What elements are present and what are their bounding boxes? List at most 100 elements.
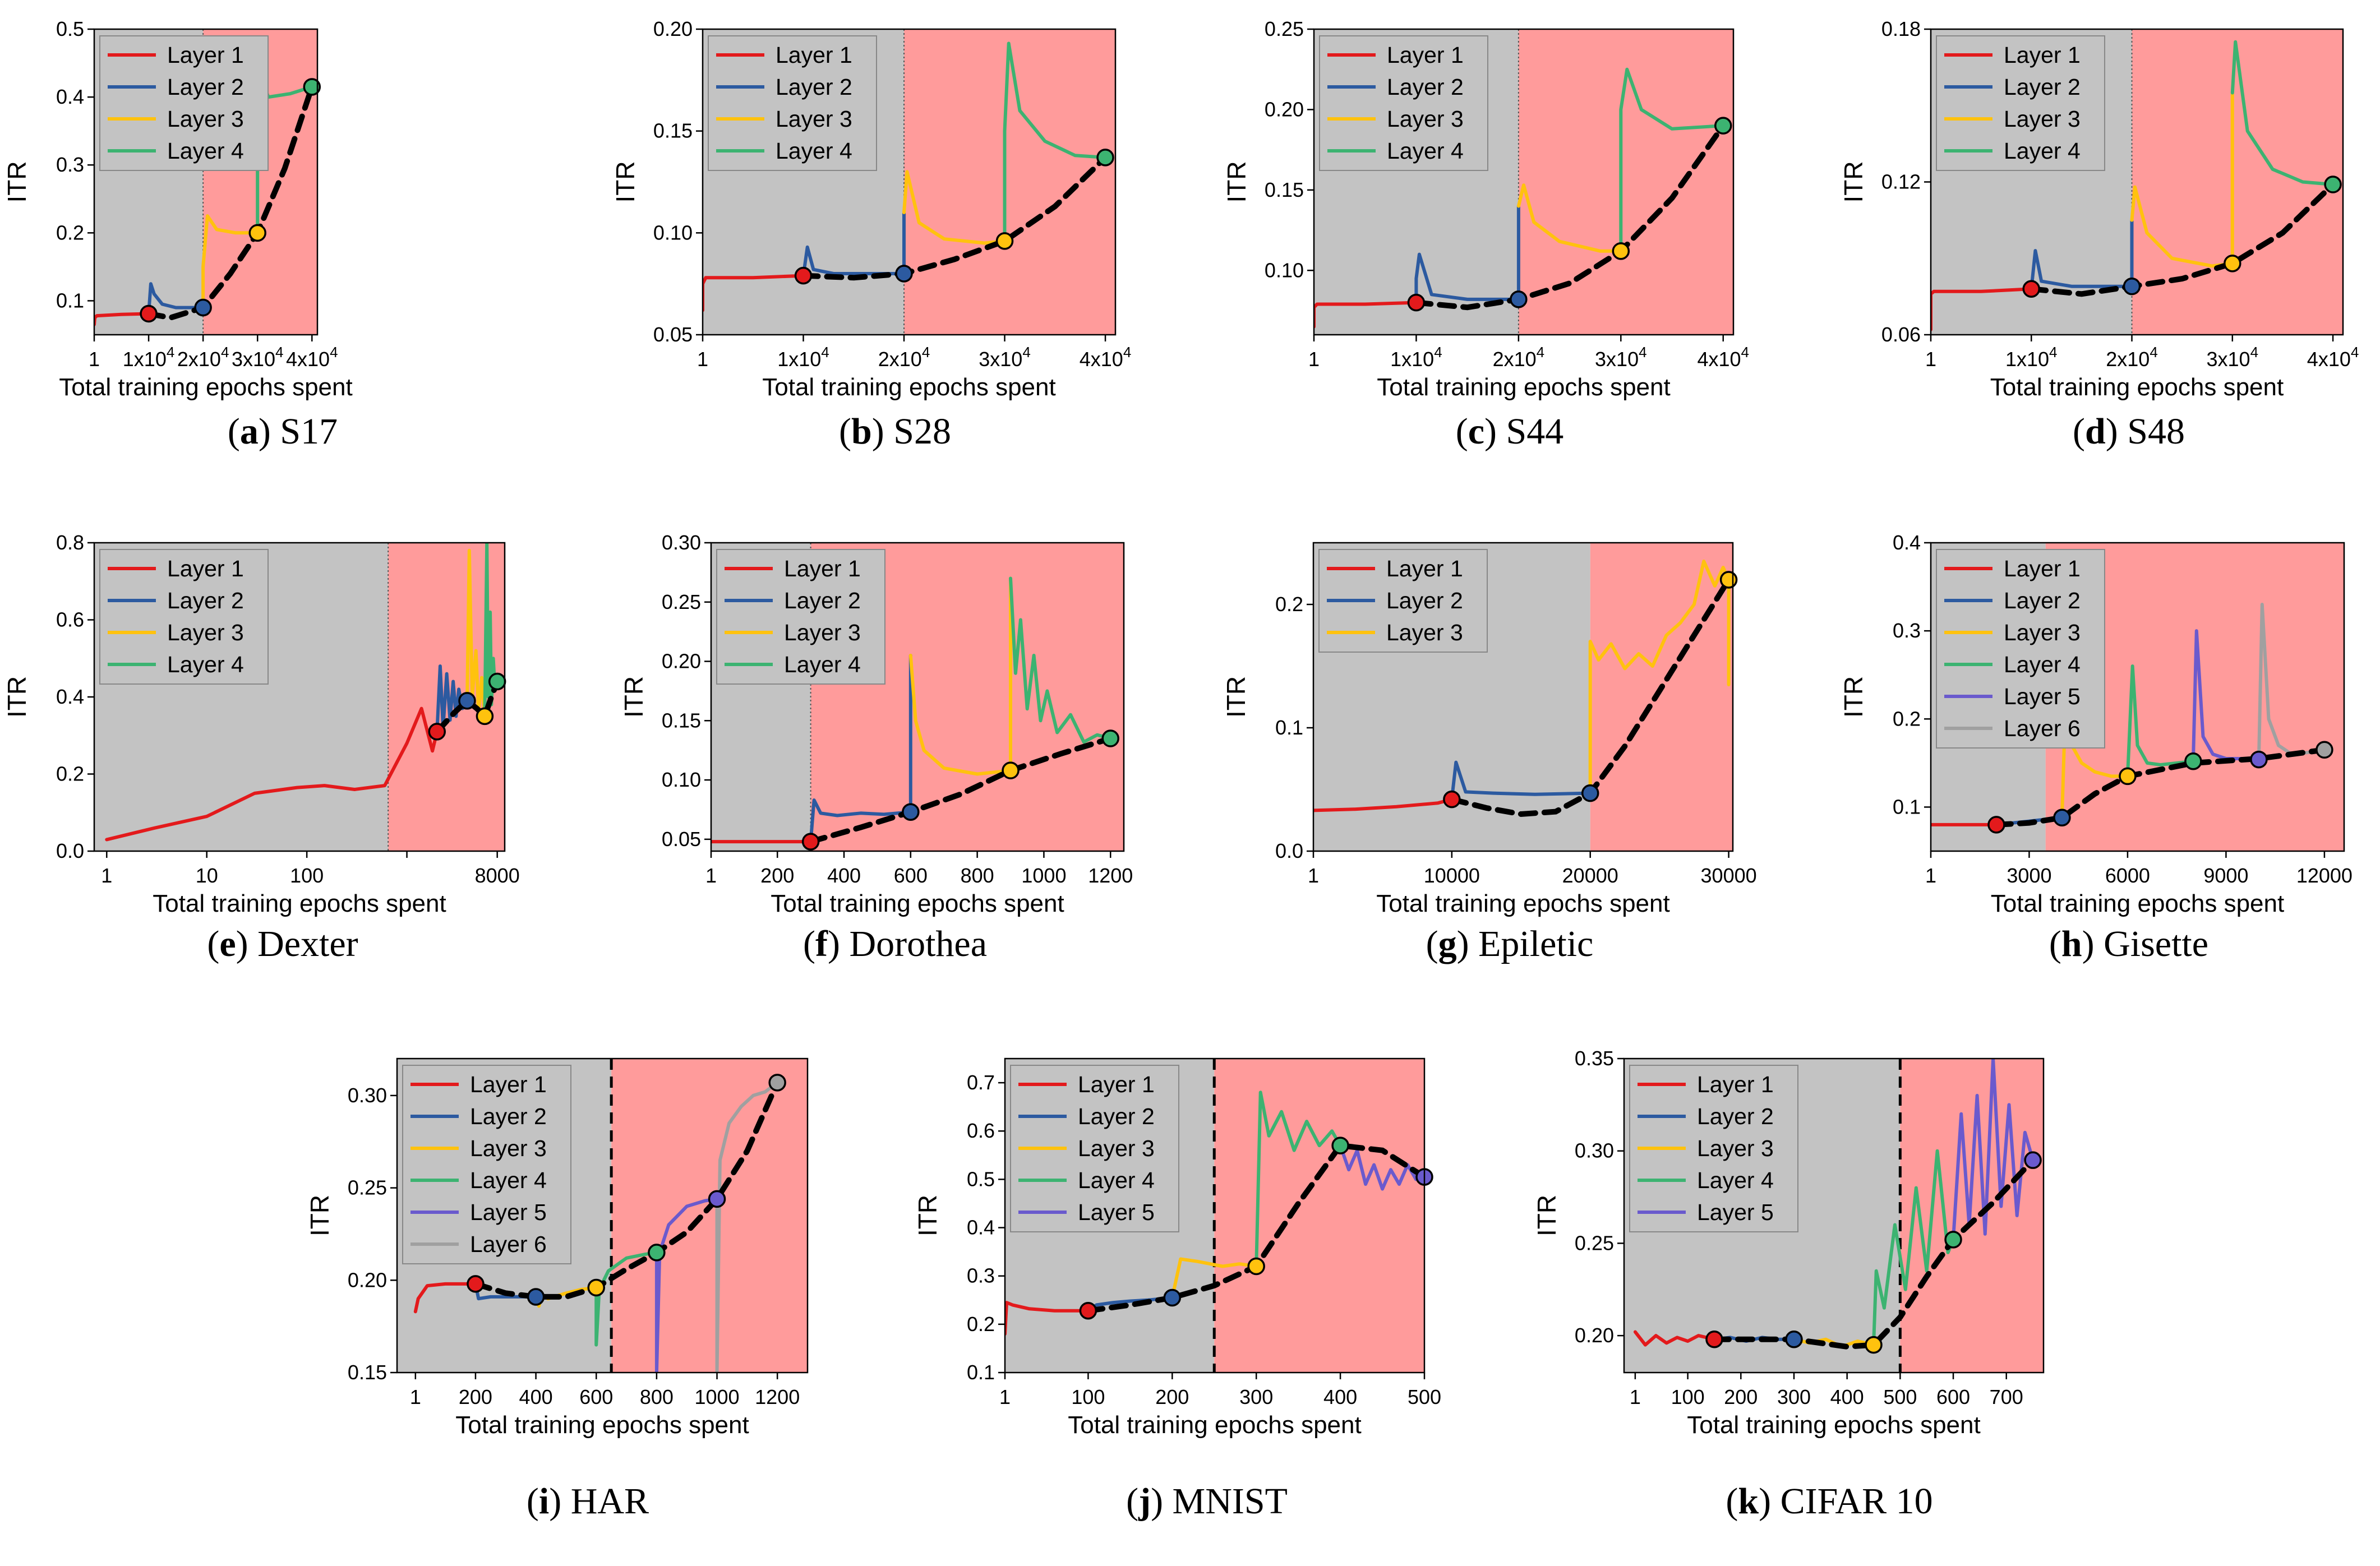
x-axis-label: Total training epochs spent	[1377, 373, 1670, 401]
x-axis-label: Total training epochs spent	[1687, 1411, 1980, 1439]
y-tick-label: 0.1	[1275, 716, 1303, 739]
caption-name: CIFAR 10	[1780, 1481, 1933, 1522]
legend-box	[716, 549, 885, 685]
y-tick-label: 0.18	[1881, 17, 1921, 40]
x-tick-label: 2x104	[1493, 344, 1545, 371]
y-tick-label: 0.0	[1275, 839, 1303, 862]
series-layer-1	[1314, 301, 1418, 329]
y-tick-label: 0.2	[56, 221, 84, 244]
y-axis-label: ITR	[1532, 1195, 1561, 1236]
x-tick-label: 700	[1990, 1385, 2023, 1408]
marker-layer-1	[1705, 1330, 1723, 1348]
caption-letter: a	[239, 411, 259, 452]
series-layer-1	[105, 706, 439, 842]
marker-layer-3	[1247, 1257, 1265, 1276]
caption-name: Gisette	[2104, 923, 2209, 964]
x-tick-label: 600	[579, 1385, 613, 1408]
caption-letter: d	[2085, 411, 2106, 452]
marker-layer-1	[1987, 816, 2005, 834]
series-layer-1	[1633, 1330, 1716, 1347]
y-tick-label: 0.20	[1575, 1324, 1614, 1347]
red-region	[611, 1059, 808, 1373]
legend-label: Layer 6	[2004, 715, 2081, 741]
y-tick-label: 0.2	[56, 763, 84, 786]
y-tick-label: 0.15	[662, 709, 701, 732]
series-layer-4	[1254, 1091, 1343, 1268]
legend-label: Layer 3	[167, 620, 244, 645]
caption-f: (f) Dorothea	[802, 923, 988, 964]
y-tick-label: 0.20	[653, 17, 693, 40]
y-axis-label: ITR	[611, 161, 640, 202]
chart-har: 0.150.200.250.301 200 400 600 800 1000 1200Tot…	[305, 1057, 809, 1439]
y-tick-label: 0.06	[1881, 323, 1921, 346]
x-tick-label: 6000	[2105, 864, 2150, 887]
marker-layer-3	[2224, 255, 2241, 272]
x-axis-label: Total training epochs spent	[455, 1411, 749, 1439]
x-tick-label: 10000	[1424, 864, 1480, 887]
marker-layer-2	[2053, 809, 2071, 827]
legend: Layer 1 Layer 2 Layer 3	[1318, 549, 1488, 653]
legend-label: Layer 1	[2004, 556, 2081, 581]
y-tick-label: 0.4	[56, 685, 84, 708]
y-tick-label: 0.20	[662, 650, 701, 673]
series-layer-1	[1931, 287, 2033, 331]
legend-label: Layer 5	[470, 1199, 547, 1225]
red-region	[904, 29, 1115, 335]
caption-g: (g) Epiletic	[1426, 923, 1594, 964]
marker-layer-2	[902, 803, 920, 821]
x-tick-label: 9000	[2203, 864, 2248, 887]
chart-dexter: 0.0 0.2 0.4 0.6 0.8 1 10 100 8000 Total training …	[2, 531, 520, 917]
caption-letter: b	[851, 411, 872, 452]
legend-label: Layer 4	[784, 652, 861, 677]
caption-name: S17	[280, 411, 338, 452]
series-layer-2	[2030, 218, 2134, 291]
series-layer-1	[413, 1282, 477, 1314]
legend-label: Layer 2	[167, 74, 244, 100]
caption-letter: h	[2061, 923, 2082, 964]
x-axis-label: Total training epochs spent	[1990, 373, 2284, 401]
y-tick-label: 0.4	[967, 1216, 995, 1239]
x-tick-label: 4x104	[286, 344, 338, 371]
x-tick-label: 100	[1071, 1385, 1105, 1408]
legend-box	[1936, 549, 2105, 749]
caption-letter: k	[1738, 1481, 1759, 1522]
legend-box	[99, 549, 269, 685]
legend: Layer 1 Layer 2 Layer 3 Layer 4 Layer 5 Layer…	[402, 1065, 571, 1264]
red-region	[1214, 1059, 1424, 1373]
caption-k: (k) CIFAR 10	[1726, 1481, 1933, 1522]
x-tick-label: 1	[1308, 348, 1320, 371]
chart-s28: 0.05 0.10 0.15 0.20 1 1x104 2x104 3x104 4x104 Tot…	[611, 17, 1131, 401]
x-tick-label: 30000	[1701, 864, 1757, 887]
series-layer-4	[1003, 41, 1107, 243]
legend-label: Layer 3	[1386, 620, 1463, 645]
x-tick-label: 1x104	[2005, 344, 2058, 371]
marker-layer-2	[194, 298, 212, 317]
series-layer-3	[465, 548, 487, 718]
marker-layer-4	[2184, 752, 2202, 770]
chart-s48: 0.06 0.12 0.18 1 1x104 2x104 3x104 4x104 Total t…	[1839, 17, 2359, 401]
y-tick-label: 0.2	[967, 1313, 995, 1336]
y-tick-label: 0.3	[56, 153, 84, 176]
caption-letter: g	[1438, 923, 1457, 964]
legend-label: Layer 4	[776, 138, 852, 164]
marker-layer-4	[2324, 175, 2342, 193]
legend-label: Layer 2	[1387, 74, 1464, 100]
marker-layer-4	[1101, 729, 1119, 747]
marker-layer-3	[2119, 767, 2137, 786]
marker-layer-3	[1719, 571, 1738, 589]
plot-frame	[1004, 1057, 1426, 1374]
marker-layer-1	[140, 304, 158, 323]
y-tick-label: 0.2	[1275, 593, 1303, 616]
caption-letter: e	[219, 923, 236, 964]
legend-label: Layer 5	[1078, 1199, 1155, 1225]
series-layer-3	[1516, 183, 1623, 253]
legend-label: Layer 5	[2004, 683, 2081, 709]
y-tick-label: 0.3	[1893, 619, 1921, 642]
series-layer-5	[1952, 1059, 2035, 1241]
x-axis-label: Total training epochs spent	[153, 890, 446, 917]
x-tick-label: 1	[697, 348, 708, 371]
y-tick-label: 0.4	[56, 85, 84, 108]
x-tick-label: 1000	[1021, 864, 1066, 887]
marker-layer-3	[248, 224, 266, 242]
trend-line	[800, 154, 1108, 281]
